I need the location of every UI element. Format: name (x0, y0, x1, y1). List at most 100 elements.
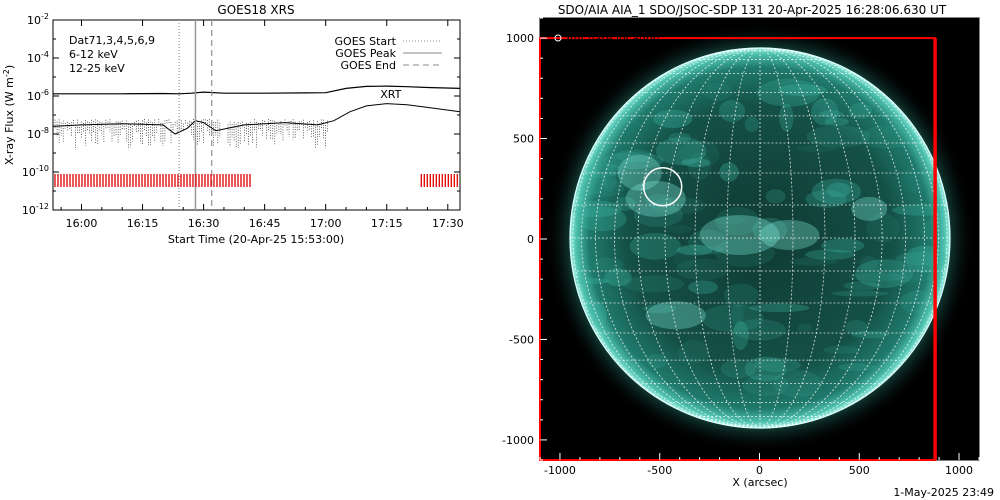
goes-legend-right-item: GOES Start (335, 35, 397, 48)
aia-x-tick-label: 1000 (945, 464, 973, 477)
grid-meridian (759, 47, 794, 429)
active-region-patch (777, 84, 827, 96)
active-region-patch (570, 200, 622, 218)
active-region-patch (575, 206, 627, 232)
goes-axes: 10-12 10-10 10-8 10-6 10-4 10-2 16:00 16:15 16:3… (22, 12, 464, 230)
aia-y-tick-label: -1000 (502, 434, 534, 447)
active-region-patch (653, 109, 693, 129)
active-region-patch (688, 229, 729, 254)
active-region-patch (719, 162, 739, 182)
active-region-patch (570, 176, 625, 198)
active-region-patch (900, 168, 930, 193)
xrt-fov-label: XRT FOV (552, 422, 599, 435)
goes-x-axis-label: Start Time (20-Apr-25 15:53:00) (168, 233, 344, 246)
heliographic-grid (569, 47, 951, 429)
goes-x-tick-label: 17:30 (432, 217, 464, 230)
goes-legend-right-item: GOES Peak (335, 47, 396, 60)
active-region-patch (744, 356, 787, 382)
goes-x-tick-label: 16:45 (249, 217, 281, 230)
goes-y-tick-label: 10-10 (22, 164, 49, 179)
aia-y-tick-label: 0 (527, 233, 534, 246)
grid-meridian (759, 47, 826, 429)
active-region-patch (602, 162, 617, 192)
solar-limb (569, 47, 951, 429)
active-region-patch (602, 152, 664, 170)
active-region-patch (848, 103, 872, 119)
active-region-patch (587, 302, 607, 328)
xrt-curve-label: XRT (380, 88, 401, 101)
aia-y-tick-label: -500 (509, 333, 534, 346)
goes-title: GOES18 XRS (217, 3, 294, 17)
active-region-patch (823, 345, 861, 354)
active-region-patch (712, 215, 746, 225)
footer-date: 1-May-2025 23:49 (893, 486, 994, 499)
active-region-patch (615, 196, 636, 211)
flare-location-circle (642, 167, 683, 207)
goes-x-tick-label: 16:00 (66, 217, 98, 230)
aia-overlays: AIA flare location XRT FOV (539, 32, 937, 461)
active-region-patch (744, 116, 759, 132)
active-region-patch (895, 251, 950, 266)
active-region-patch (701, 304, 764, 333)
active-region-patch (848, 272, 908, 282)
active-region-patch (650, 197, 706, 215)
goes-y-tick-label: 10-6 (27, 88, 49, 103)
goes-y-tick-label: 10-2 (27, 12, 49, 27)
aia-title: SDO/AIA AIA_1 SDO/JSOC-SDP 131 20-Apr-20… (558, 3, 947, 17)
active-region-patch (629, 232, 681, 260)
active-region-patch (855, 259, 914, 288)
active-region-patch (606, 269, 630, 285)
active-region-patch (718, 100, 746, 122)
aia-x-tick-label: -500 (647, 464, 672, 477)
active-region-patch (715, 206, 760, 236)
active-region-patch (773, 369, 822, 398)
aia-x-axis-label: X (arcsec) (732, 476, 787, 489)
aia-panel: AIA flare location XRT FOV -1000 -500 0 500 1… (502, 3, 994, 499)
grid-meridian (572, 47, 761, 429)
bright-region (699, 214, 780, 255)
goes-panel: GOES18 XRS 10-12 10-10 10-8 10-6 10-4 10-2 16:… (2, 3, 464, 246)
active-region-patch (888, 268, 934, 283)
goes-y-tick-label: 10-8 (27, 126, 49, 141)
active-region-patch (656, 137, 707, 166)
goes-y-tick-label: 10-12 (22, 202, 49, 217)
active-region-patch (732, 321, 749, 350)
active-region-patch (742, 374, 790, 396)
active-region-patch (676, 258, 730, 281)
aia-y-tick-label: 500 (513, 133, 534, 146)
goes-x-tick-label: 17:15 (371, 217, 403, 230)
aia-x-tick-label: 500 (849, 464, 870, 477)
active-region-patch (570, 278, 610, 285)
flare-legend-symbol (554, 34, 562, 42)
active-region-patch (843, 281, 881, 291)
active-region-patch (616, 149, 654, 163)
active-region-patch (796, 145, 837, 153)
active-region-patch (811, 98, 839, 126)
aia-x-tick-label: -1000 (544, 464, 576, 477)
active-region-patch (642, 304, 677, 314)
active-region-patch (851, 330, 889, 339)
active-region-patch (731, 303, 744, 325)
goes-x-tick-label: 16:15 (127, 217, 159, 230)
active-region-patch (733, 319, 786, 341)
active-region-patch (805, 190, 847, 208)
goes-legend-right-item: GOES End (340, 59, 396, 72)
active-region-patch (899, 290, 936, 314)
goes-legend-left-item: 12-25 keV (69, 62, 125, 75)
grid-meridian (664, 47, 761, 429)
goes-legend-left-item: 6-12 keV (69, 48, 118, 61)
active-region-patch (905, 289, 934, 304)
active-region-patch (819, 110, 844, 118)
bright-region (617, 154, 662, 191)
active-region-patch (765, 189, 786, 204)
active-region-patch (789, 257, 838, 266)
active-region-patch (673, 247, 697, 269)
active-region-patch (748, 303, 810, 313)
active-region-patch (678, 245, 728, 255)
aia-image (545, 23, 975, 453)
active-region-patch (892, 204, 950, 216)
active-region-patch (688, 280, 718, 295)
active-region-patch (806, 125, 871, 148)
grid-meridian (759, 47, 856, 429)
